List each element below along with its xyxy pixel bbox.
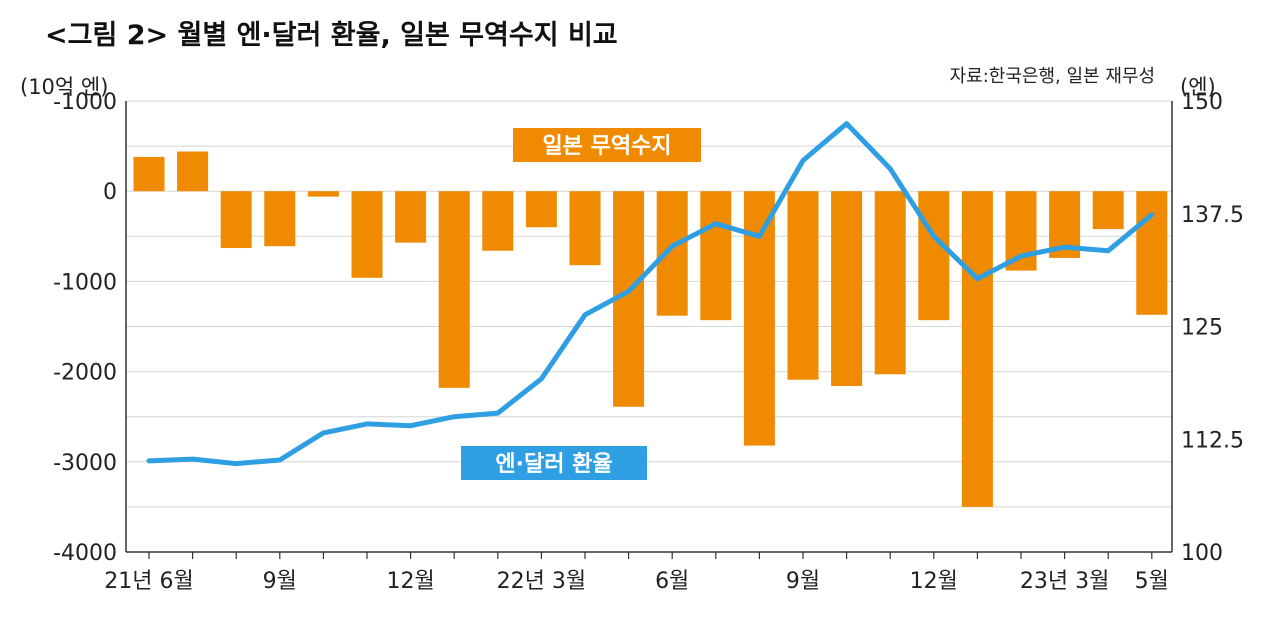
trade-balance-bar <box>525 191 557 228</box>
trade-balance-bar <box>787 191 819 380</box>
x-axis-tick-label: 21년 6월 <box>104 569 193 594</box>
left-axis-tick-label: -2000 <box>53 361 117 386</box>
exchange-rate-series-label: 엔·달러 환율 <box>495 452 612 477</box>
right-axis-tick-label: 125 <box>1181 316 1223 341</box>
source-note: 자료:한국은행, 일본 재무성 <box>950 66 1155 87</box>
trade-balance-bar <box>743 191 775 446</box>
right-axis-tick-label: 112.5 <box>1181 428 1244 453</box>
trade-balance-bar <box>220 191 252 249</box>
x-axis-tick-label: 9월 <box>263 569 297 594</box>
trade-balance-bar <box>438 191 470 388</box>
trade-balance-bar <box>874 191 906 375</box>
chart-title: <그림 2> 월별 엔·달러 환율, 일본 무역수지 비교 <box>45 20 618 51</box>
right-axis-tick-label: 137.5 <box>1181 203 1244 228</box>
left-axis-tick-label: -3000 <box>53 451 117 476</box>
x-axis-tick-label: 23년 3월 <box>1020 569 1109 594</box>
trade-balance-bar <box>1092 191 1124 230</box>
line-series-exchange-rate <box>146 121 1155 467</box>
left-axis-tick-label: -4000 <box>53 541 117 566</box>
x-axis-tick-label: 6월 <box>655 569 689 594</box>
left-axis-tick-label: -1000 <box>53 90 117 115</box>
gridlines <box>126 100 1172 508</box>
trade-balance-bar <box>177 151 209 192</box>
x-axis-tick-label: 12월 <box>910 569 958 594</box>
trade-balance-bar <box>918 191 950 321</box>
x-axis-tick-label: 22년 3월 <box>497 569 586 594</box>
left-axis-unit: (10억 엔) <box>20 75 108 99</box>
right-axis-unit: (엔) <box>1180 75 1216 99</box>
trade-balance-bar <box>395 191 427 243</box>
trade-balance-bar <box>133 156 165 192</box>
axes: -1000 0 -1000 -2000 -3000 -4000 150 137.5 125 112… <box>53 90 1244 594</box>
trade-balance-bar <box>961 191 993 507</box>
trade-balance-bar <box>264 191 296 247</box>
trade-balance-bar <box>307 191 339 197</box>
trade-balance-bar <box>1136 191 1168 315</box>
trade-balance-series-label-box <box>513 128 701 162</box>
left-axis-tick-label: -1000 <box>53 270 117 295</box>
trade-balance-bar <box>569 191 601 266</box>
trade-balance-bar <box>482 191 514 251</box>
trade-balance-series-label: 일본 무역수지 <box>542 134 671 159</box>
x-axis-tick-label: 12월 <box>386 569 434 594</box>
x-axis-tick-label: 5월 <box>1135 569 1169 594</box>
right-axis-tick-label: 100 <box>1181 541 1223 566</box>
left-axis-tick-label: 0 <box>103 180 117 205</box>
trade-balance-bar <box>656 191 688 316</box>
trade-balance-bar <box>700 191 732 321</box>
trade-balance-bar <box>831 191 863 387</box>
trade-balance-bar <box>351 191 383 278</box>
exchange-rate-series-label-box <box>461 446 647 480</box>
x-axis-tick-label: 9월 <box>786 569 820 594</box>
exchange-rate-line <box>146 121 1155 467</box>
right-axis-tick-label: 150 <box>1181 90 1223 115</box>
